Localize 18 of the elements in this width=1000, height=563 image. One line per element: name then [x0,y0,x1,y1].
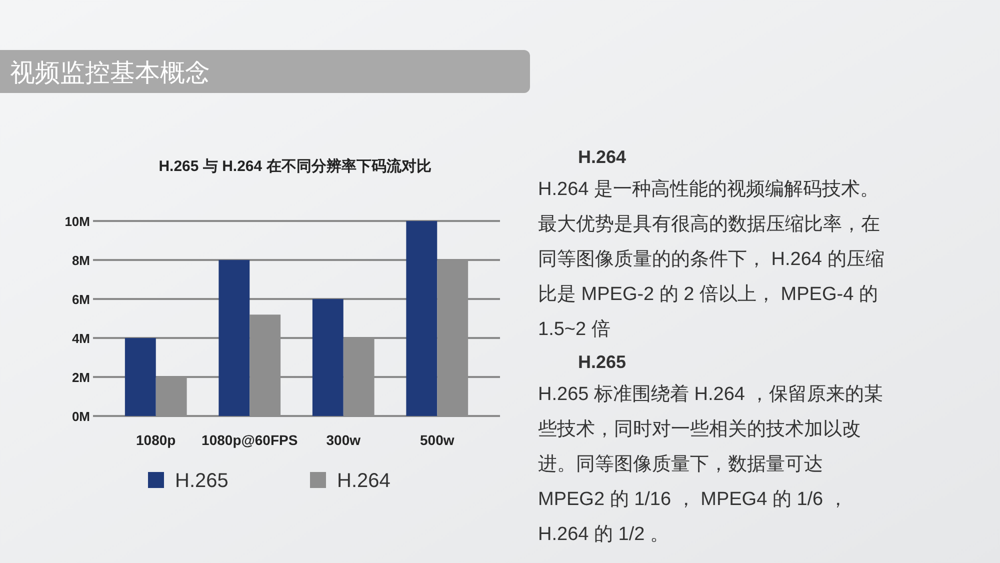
y-tick-label: 6M [72,292,90,307]
legend-label: H.265 [175,470,228,492]
legend-label: H.264 [337,470,390,492]
text: H.265 [578,351,628,374]
y-tick-label: 8M [72,253,90,268]
y-tick-label: 0M [72,409,90,424]
x-tick-label: 300w [326,432,361,448]
x-tick-label: 500w [420,432,454,448]
x-tick-label: 1080p@60FPS [202,432,298,448]
text: H.264 [578,146,628,169]
y-tick-label: 2M [72,370,90,385]
text: H.264 是一种高性能的视频编解码技术。最大优势是具有很高的数据压缩比率，在同等图像质量的的条件下， H.264 的压缩比是 MPEG-2 的 2 倍以上， MPEG-4 的 1.5~2 倍 [538,178,886,342]
y-tick-label: 4M [72,331,90,346]
chart-title: 视频监控基本概念 [10,59,210,87]
x-tick-label: 1080p [136,432,176,448]
chart-subtitle: H.265 与 H.264 在不同分辨率下码流对比 [158,157,432,175]
text: H.265 标准围绕着 H.264 ，保留原来的某些技术，同时对一些相关的技术加以改进。同等图像质量下，数据量可达 MPEG2 的 1/16 ， MPEG4 的 1/6 ， H.264 的 1/2 。 [538,382,884,547]
y-tick-label: 10M [64,214,90,229]
